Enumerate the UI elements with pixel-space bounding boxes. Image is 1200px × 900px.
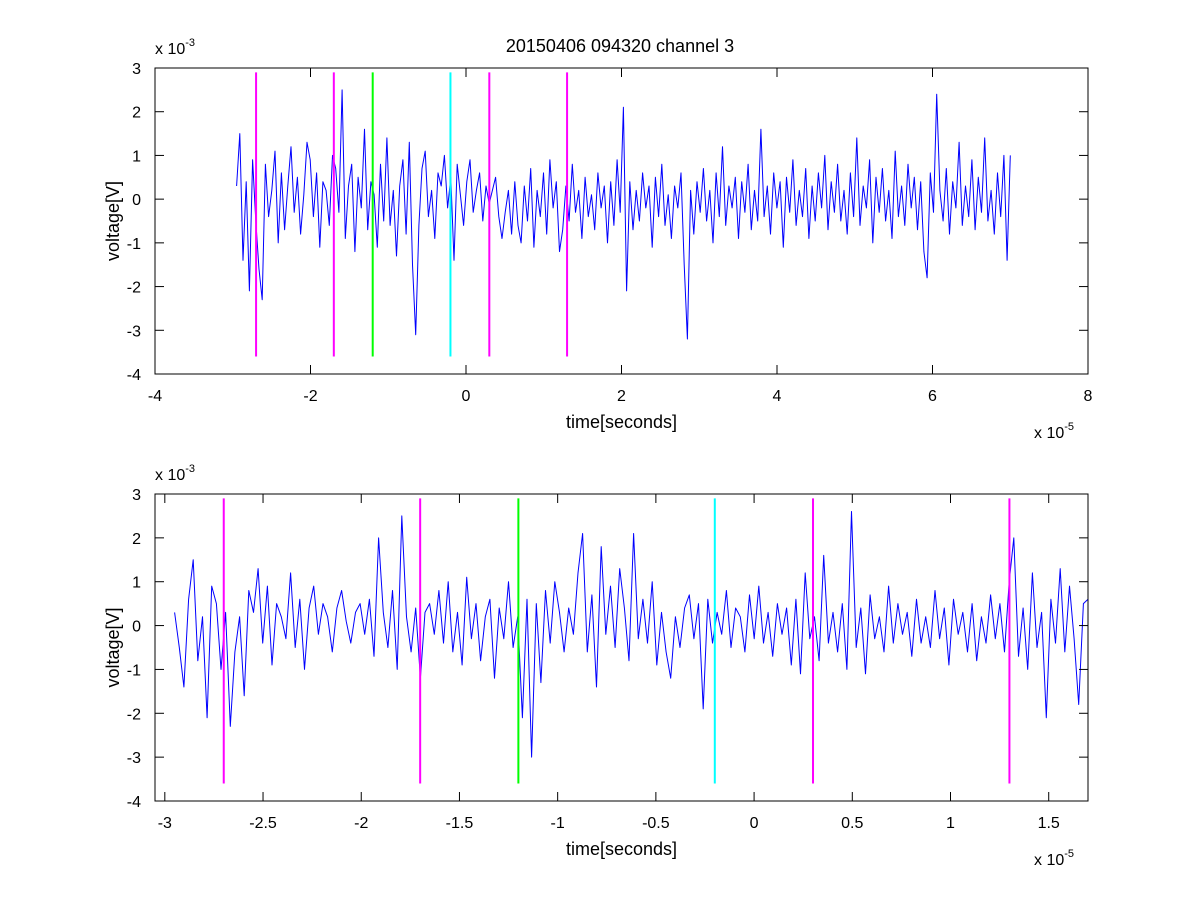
x-tick-label-bottom-3: -1.5 — [446, 815, 474, 832]
x-tick-label-bottom-1: -2.5 — [249, 815, 277, 832]
subplot-top: 20150406 094320 channel 3 -4 -2 0 2 4 6 8 -4 -3… — [103, 36, 1093, 442]
y-multiplier-exp-bottom: -3 — [185, 463, 195, 475]
y-tick-label-top-1: -3 — [127, 323, 141, 340]
y-multiplier-base-bottom: x 10 — [155, 467, 185, 484]
y-tick-label-bottom-4: 0 — [132, 619, 141, 636]
y-tick-label-bottom-3: -1 — [127, 662, 141, 679]
y-tick-label-bottom-1: -3 — [127, 750, 141, 767]
y-tick-label-top-3: -1 — [127, 236, 141, 253]
event-markers-bottom — [222, 498, 1011, 784]
y-tick-label-bottom-2: -2 — [127, 706, 141, 723]
series-layer-top — [236, 89, 1011, 340]
x-tick-label-top-0: -4 — [148, 388, 162, 405]
x-tick-label-bottom-8: 1 — [946, 815, 955, 832]
x-multiplier-base-top: x 10 — [1034, 425, 1064, 442]
x-multiplier-exp-top: -5 — [1064, 421, 1074, 433]
x-tick-label-bottom-4: -1 — [551, 815, 565, 832]
x-tick-label-top-3: 2 — [617, 388, 626, 405]
x-multiplier-exp-bottom: -5 — [1064, 848, 1074, 860]
y-ticks-top: -4 -3 -2 -1 0 1 2 3 — [127, 61, 1088, 384]
x-tick-label-bottom-0: -3 — [158, 815, 172, 832]
subplot-bottom: -3 -2.5 -2 -1.5 -1 -0.5 0 0.5 1 1.5 -4-3-2-10123 … — [103, 463, 1089, 869]
y-tick-label-bottom-0: -4 — [127, 794, 141, 811]
signal-line-bottom-0 — [174, 511, 1089, 758]
series-layer-bottom — [174, 511, 1089, 758]
chart-title: 20150406 094320 channel 3 — [506, 36, 734, 56]
y-multiplier-exp-top: -3 — [185, 37, 195, 49]
x-axis-label-top: time[seconds] — [566, 412, 677, 432]
y-multiplier-bottom: x 10-3 — [155, 463, 195, 484]
y-tick-label-top-7: 3 — [132, 61, 141, 78]
x-tick-label-top-4: 4 — [773, 388, 782, 405]
x-tick-label-top-6: 8 — [1084, 388, 1093, 405]
x-tick-label-top-1: -2 — [303, 388, 317, 405]
signal-line-top-0 — [236, 89, 1011, 340]
x-tick-label-bottom-6: 0 — [750, 815, 759, 832]
x-tick-label-bottom-9: 1.5 — [1038, 815, 1060, 832]
y-tick-label-top-2: -2 — [127, 280, 141, 297]
x-multiplier-bottom: x 10-5 — [1034, 848, 1074, 869]
y-tick-label-top-0: -4 — [127, 367, 141, 384]
y-multiplier-top: x 10-3 — [155, 37, 195, 58]
y-ticks-bottom: -4 -3 -2 -1 0 1 2 3 — [127, 487, 1088, 811]
x-tick-label-top-2: 0 — [462, 388, 471, 405]
y-tick-label-top-4: 0 — [132, 192, 141, 209]
x-axis-label-bottom: time[seconds] — [566, 839, 677, 859]
y-axis-label-bottom: voltage[V] — [103, 607, 123, 687]
y-axis-label-top: voltage[V] — [103, 181, 123, 261]
y-tick-label-top-6: 2 — [132, 105, 141, 122]
x-multiplier-base-bottom: x 10 — [1034, 852, 1064, 869]
y-tick-label-bottom-7: 3 — [132, 487, 141, 504]
y-tick-label-bottom-5: 1 — [132, 575, 141, 592]
x-tick-label-bottom-5: -0.5 — [642, 815, 670, 832]
y-tick-label-bottom-6: 2 — [132, 531, 141, 548]
y-tick-label-top-5: 1 — [132, 148, 141, 165]
x-multiplier-top: x 10-5 — [1034, 421, 1074, 442]
x-tick-label-bottom-2: -2 — [354, 815, 368, 832]
x-ticks-bottom: -3 -2.5 -2 -1.5 -1 -0.5 0 0.5 1 1.5 — [158, 494, 1060, 832]
x-tick-label-bottom-7: 0.5 — [841, 815, 863, 832]
x-ticks-top: -4 -2 0 2 4 6 8 — [148, 68, 1093, 405]
y-multiplier-base-top: x 10 — [155, 41, 185, 58]
event-markers-top — [255, 72, 569, 357]
x-tick-label-top-5: 6 — [928, 388, 937, 405]
axes-box-bottom — [154, 493, 1089, 802]
